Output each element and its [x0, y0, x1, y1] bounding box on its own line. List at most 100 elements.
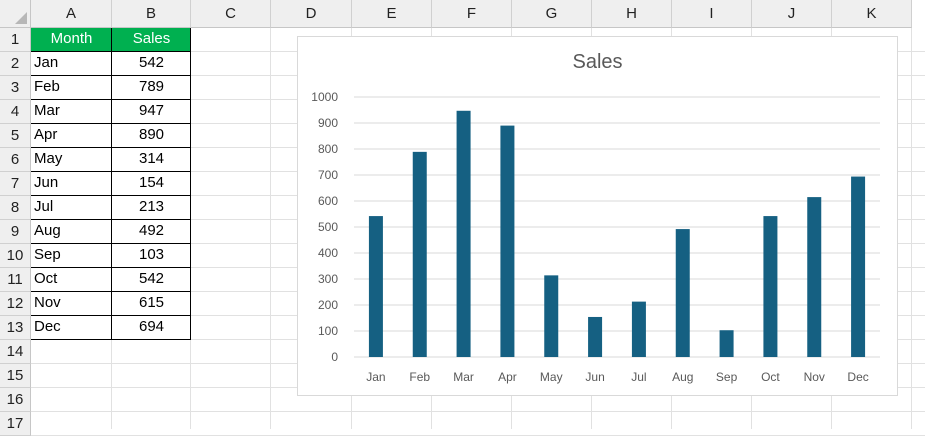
y-tick-label: 700 — [318, 168, 338, 182]
sales-cell[interactable]: 103 — [138, 246, 165, 263]
x-tick-label: Jun — [585, 370, 604, 384]
table-border — [31, 339, 191, 340]
y-tick-label: 200 — [318, 298, 338, 312]
table-border — [31, 195, 191, 196]
chart-title: Sales — [572, 51, 623, 73]
bar-dec[interactable] — [851, 176, 866, 357]
x-tick-label: Sep — [716, 370, 738, 384]
header-cell-sales[interactable]: Sales — [112, 28, 191, 52]
month-cell[interactable]: Jun — [34, 174, 59, 191]
table-border — [111, 28, 112, 340]
select-all-triangle-icon — [15, 12, 27, 24]
table-border — [31, 267, 191, 268]
row-header-13[interactable]: 13 — [0, 316, 31, 340]
row-header-15[interactable]: 15 — [0, 364, 31, 388]
row-header-5[interactable]: 5 — [0, 124, 31, 148]
table-border — [31, 219, 191, 220]
bar-feb[interactable] — [412, 151, 427, 357]
row-header-7[interactable]: 7 — [0, 172, 31, 196]
x-tick-label: Mar — [453, 370, 474, 384]
x-tick-label: Dec — [847, 370, 868, 384]
row-header-17[interactable]: 17 — [0, 412, 31, 436]
table-border — [31, 171, 191, 172]
column-header-f[interactable]: F — [432, 0, 512, 28]
row-header-16[interactable]: 16 — [0, 388, 31, 412]
month-cell[interactable]: Nov — [34, 294, 61, 311]
gridline-vertical — [911, 28, 912, 429]
month-cell[interactable]: Feb — [34, 78, 60, 95]
row-header-11[interactable]: 11 — [0, 268, 31, 292]
gridline-horizontal — [31, 411, 925, 412]
y-tick-label: 800 — [318, 142, 338, 156]
x-tick-label: Jul — [631, 370, 646, 384]
table-border — [31, 291, 191, 292]
column-header-b[interactable]: B — [112, 0, 191, 28]
month-cell[interactable]: Jul — [34, 198, 54, 215]
row-header-9[interactable]: 9 — [0, 220, 31, 244]
month-cell[interactable]: May — [34, 150, 63, 167]
sales-cell[interactable]: 789 — [138, 78, 165, 95]
sales-cell[interactable]: 947 — [138, 102, 165, 119]
select-all-corner[interactable] — [0, 0, 31, 28]
x-tick-label: Jan — [366, 370, 385, 384]
sales-cell[interactable]: 213 — [138, 198, 165, 215]
sales-chart[interactable]: Sales 0 100 200 300 400 500 600 700 800 900 1000 Ja… — [297, 36, 898, 396]
month-cell[interactable]: Apr — [34, 126, 58, 143]
sales-cell[interactable]: 890 — [138, 126, 165, 143]
month-cell[interactable]: Sep — [34, 246, 61, 263]
row-header-1[interactable]: 1 — [0, 28, 31, 52]
column-header-a[interactable]: A — [31, 0, 112, 28]
x-tick-label: May — [540, 370, 563, 384]
row-header-3[interactable]: 3 — [0, 76, 31, 100]
row-header-10[interactable]: 10 — [0, 244, 31, 268]
y-tick-label: 1000 — [311, 90, 338, 104]
y-tick-label: 100 — [318, 324, 338, 338]
month-cell[interactable]: Aug — [34, 222, 61, 239]
column-header-c[interactable]: C — [191, 0, 271, 28]
row-header-6[interactable]: 6 — [0, 148, 31, 172]
x-tick-label: Feb — [409, 370, 430, 384]
bar-nov[interactable] — [807, 197, 822, 357]
column-header-k[interactable]: K — [832, 0, 912, 28]
column-header-g[interactable]: G — [512, 0, 592, 28]
y-tick-label: 900 — [318, 116, 338, 130]
header-cell-month[interactable]: Month — [31, 28, 112, 52]
sales-cell[interactable]: 542 — [138, 54, 165, 71]
table-border — [31, 243, 191, 244]
row-header-14[interactable]: 14 — [0, 340, 31, 364]
sales-cell[interactable]: 492 — [138, 222, 165, 239]
month-cell[interactable]: Jan — [34, 54, 59, 71]
month-cell[interactable]: Mar — [34, 102, 60, 119]
bar-jul[interactable] — [631, 301, 646, 357]
bar-oct[interactable] — [763, 216, 778, 357]
column-header-d[interactable]: D — [271, 0, 352, 28]
column-header-j[interactable]: J — [752, 0, 832, 28]
bar-mar[interactable] — [456, 110, 471, 357]
y-tick-label: 400 — [318, 246, 338, 260]
table-border — [31, 147, 191, 148]
row-header-2[interactable]: 2 — [0, 52, 31, 76]
bar-jan[interactable] — [368, 216, 383, 357]
column-header-i[interactable]: I — [672, 0, 752, 28]
sales-cell[interactable]: 154 — [138, 174, 165, 191]
bar-may[interactable] — [544, 275, 559, 357]
sales-cell[interactable]: 694 — [138, 318, 165, 335]
bar-sep[interactable] — [719, 330, 734, 357]
column-header-h[interactable]: H — [592, 0, 672, 28]
sales-cell[interactable]: 542 — [138, 270, 165, 287]
bar-aug[interactable] — [675, 229, 690, 357]
table-border — [31, 315, 191, 316]
month-cell[interactable]: Oct — [34, 270, 58, 287]
row-header-4[interactable]: 4 — [0, 100, 31, 124]
row-header-12[interactable]: 12 — [0, 292, 31, 316]
bar-jun[interactable] — [588, 316, 603, 357]
chart-plot: 0 100 200 300 400 500 600 700 800 900 1000 Jan Feb Ma… — [311, 90, 880, 384]
sales-cell[interactable]: 615 — [138, 294, 165, 311]
sales-cell[interactable]: 314 — [138, 150, 165, 167]
bar-apr[interactable] — [500, 125, 515, 357]
y-tick-label: 0 — [331, 350, 338, 364]
month-cell[interactable]: Dec — [34, 318, 61, 335]
table-border — [31, 123, 191, 124]
column-header-e[interactable]: E — [352, 0, 432, 28]
row-header-8[interactable]: 8 — [0, 196, 31, 220]
